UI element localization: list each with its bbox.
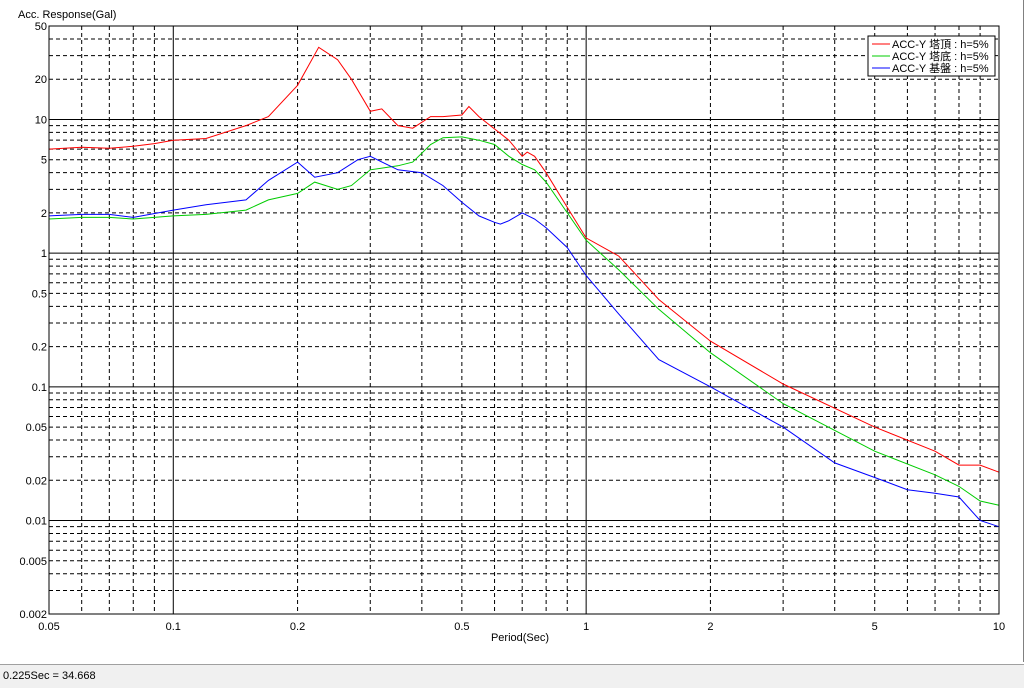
y-tick-label: 0.05 (26, 422, 47, 434)
x-tick-label: 5 (872, 621, 878, 633)
y-tick-label: 0.002 (19, 609, 47, 621)
legend: ACC-Y 塔頂 : h=5%ACC-Y 塔底 : h=5%ACC-Y 基盤 :… (867, 35, 996, 77)
legend-entry: ACC-Y 塔頂 : h=5% (892, 38, 989, 51)
y-tick-label: 5 (41, 155, 47, 167)
plot-background (49, 26, 999, 614)
axes-layer: 50 20 10 5 2 1 0.5 0.2 0.1 0.05 0.02 0.01 0.005 0.002… (18, 9, 1005, 644)
y-tick-label: 0.01 (26, 516, 47, 528)
x-tick-label: 0.5 (454, 621, 469, 633)
y-tick-label: 20 (35, 74, 47, 86)
chart-area[interactable]: 50 20 10 5 2 1 0.5 0.2 0.1 0.05 0.02 0.01 0.005 0.002… (0, 0, 1024, 662)
series-layer (48, 46, 1000, 528)
x-tick-label: 10 (993, 621, 1005, 633)
x-tick-label: 2 (707, 621, 713, 633)
x-tick-label: 0.2 (290, 621, 305, 633)
series-line (48, 136, 1000, 506)
y-tick-label: 10 (35, 114, 47, 126)
plot-frame (48, 25, 1000, 615)
y-tick-label: 0.005 (19, 556, 47, 568)
y-tick-label: 2 (41, 208, 47, 220)
status-bar: 0.225Sec = 34.668 (0, 664, 1024, 688)
y-tick-label: 0.5 (32, 288, 47, 300)
y-axis-label: Acc. Response(Gal) (18, 9, 116, 21)
series-line (48, 155, 1000, 528)
legend-entry: ACC-Y 基盤 : h=5% (892, 62, 989, 75)
legend-entry: ACC-Y 塔底 : h=5% (892, 49, 989, 63)
y-tick-label: 0.02 (26, 475, 47, 487)
grid-layer (49, 26, 999, 614)
x-axis-label: Period(Sec) (491, 632, 549, 644)
x-tick-label: 0.1 (166, 621, 181, 633)
y-tick-label: 0.2 (32, 342, 47, 354)
series-line (48, 46, 1000, 473)
y-tick-label: 1 (41, 248, 47, 260)
y-tick-label: 0.1 (32, 382, 47, 394)
x-tick-label: 1 (583, 621, 589, 633)
response-spectrum-chart[interactable]: 50 20 10 5 2 1 0.5 0.2 0.1 0.05 0.02 0.01 0.005 0.002… (0, 0, 1024, 662)
x-tick-label: 0.05 (38, 621, 59, 633)
status-readout: 0.225Sec = 34.668 (3, 670, 96, 682)
y-tick-label: 50 (35, 21, 47, 33)
